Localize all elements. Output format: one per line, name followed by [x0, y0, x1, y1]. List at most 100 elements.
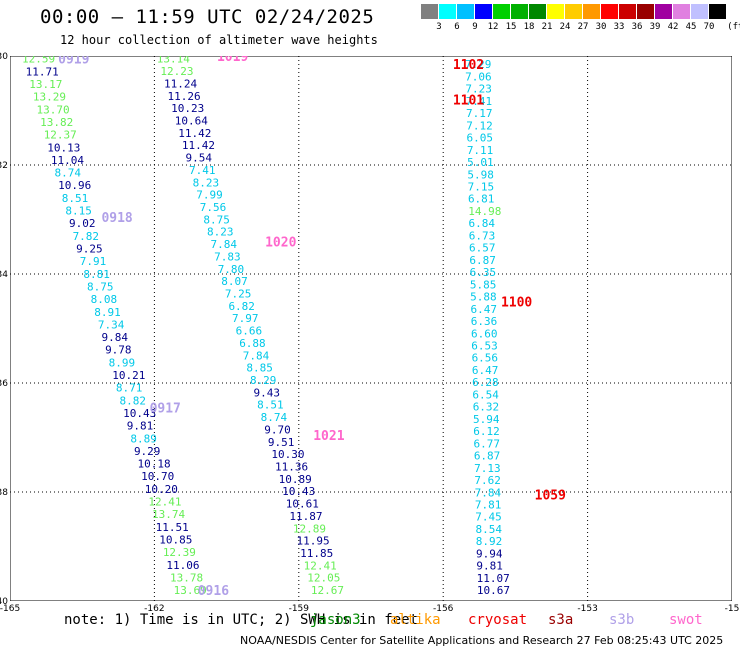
legend-swatch	[475, 4, 492, 19]
pass-label: 1021	[313, 429, 344, 444]
wave-height-value: 6.73	[469, 229, 496, 242]
legend-swatch	[439, 4, 456, 19]
wave-height-value: 8.85	[246, 362, 273, 375]
wave-height-value: 10.23	[171, 102, 204, 115]
legend-swatch-label: 45	[685, 22, 697, 32]
pass-label: 0916	[198, 584, 229, 599]
wave-height-value: 8.92	[476, 535, 503, 548]
map-grid	[10, 56, 732, 601]
wave-height-value: 6.60	[471, 327, 498, 340]
wave-height-value: 6.54	[472, 388, 499, 401]
legend-swatch-label: 70	[703, 22, 715, 32]
legend-swatch-label: 21	[541, 22, 553, 32]
legend-swatch-label: 18	[523, 22, 535, 32]
wave-height-value: 9.43	[254, 386, 281, 399]
wave-height-value: 6.87	[474, 450, 501, 463]
wave-height-value: 8.81	[83, 268, 110, 281]
wave-height-value: 7.34	[98, 318, 125, 331]
wave-height-value: 8.07	[221, 275, 248, 288]
wave-height-value: 12.59	[22, 56, 55, 66]
wave-height-value: 11.71	[26, 65, 59, 78]
x-tick-label: -153	[577, 604, 597, 614]
satellite-label-s3a: s3a	[548, 612, 574, 628]
track-1102-1059: 7.297.067.237.417.177.126.057.115.015.98…	[465, 58, 510, 597]
wave-height-value: 8.15	[65, 205, 92, 218]
wave-height-value: 6.05	[467, 132, 494, 145]
wave-height-value: 9.94	[476, 547, 503, 560]
wave-height-value: 13.69	[174, 584, 207, 597]
legend-swatch	[637, 4, 654, 19]
legend-swatch-label: 39	[649, 22, 661, 32]
legend-swatch-label: 24	[559, 22, 571, 32]
wave-height-value: 8.29	[250, 374, 277, 387]
wave-height-value: 13.82	[40, 116, 73, 129]
wave-height-value: 10.13	[47, 141, 80, 154]
wave-height-value: 7.13	[474, 462, 501, 475]
wave-height-value: 13.74	[152, 508, 185, 521]
pass-label: 1101	[453, 94, 484, 109]
wave-height-value: 11.06	[166, 559, 199, 572]
satellite-label-s3b: s3b	[609, 612, 635, 628]
pass-label: 1020	[265, 235, 296, 250]
wave-height-value: 7.83	[214, 250, 241, 263]
legend-swatch-label: 15	[505, 22, 517, 32]
satellite-label-altika: altika	[390, 612, 441, 628]
wave-height-value: 9.70	[264, 423, 291, 436]
wave-height-value: 10.67	[477, 584, 510, 597]
wave-height-value: 7.11	[467, 144, 494, 157]
y-tick-label: -32	[0, 161, 8, 171]
pass-labels: 0919 0918 0917 0916 1019 1020 1021 1102 1101 1100…	[58, 56, 566, 599]
wave-height-value: 10.20	[145, 483, 178, 496]
legend-swatch	[619, 4, 636, 19]
legend-swatch	[673, 4, 690, 19]
wave-height-value: 11.85	[300, 547, 333, 560]
wave-height-value: 8.74	[261, 411, 288, 424]
wave-height-value: 6.84	[468, 217, 495, 230]
wave-height-value: 11.04	[51, 154, 84, 167]
wave-height-value: 5.85	[470, 278, 497, 291]
legend-swatch-label: 42	[667, 22, 679, 32]
wave-height-value: 8.99	[109, 356, 136, 369]
legend-swatch	[547, 4, 564, 19]
wave-height-value: 7.56	[200, 201, 227, 214]
wave-height-value: 9.51	[268, 436, 295, 449]
legend-swatch	[529, 4, 546, 19]
wave-height-value: 13.17	[29, 78, 62, 91]
pass-label: 0918	[101, 211, 132, 226]
track-1019-1021: 13.1412.2311.2411.2610.2310.6411.4211.42…	[157, 56, 344, 597]
legend-swatch-label: 36	[631, 22, 643, 32]
wave-height-value: 7.12	[466, 119, 493, 132]
wave-height-value: 7.41	[466, 95, 493, 108]
wave-height-value: 6.56	[472, 352, 499, 365]
wave-height-value: 8.91	[94, 306, 121, 319]
wave-height-value: 7.84	[243, 349, 270, 362]
credit-line: NOAA/NESDIS Center for Satellite Applica…	[240, 634, 724, 647]
wave-height-value: 7.84	[211, 238, 238, 251]
legend-swatch-label: 33	[613, 22, 625, 32]
legend-swatch-label: 3	[436, 22, 442, 32]
wave-height-value: 12.41	[304, 559, 337, 572]
y-tick-label: -38	[0, 488, 8, 498]
wave-height-value: 6.77	[474, 437, 501, 450]
wave-height-value: 9.81	[476, 560, 503, 573]
wave-height-value: 8.08	[91, 293, 118, 306]
wave-height-value: 11.36	[275, 461, 308, 474]
wave-height-value: 7.84	[475, 486, 502, 499]
wave-height-value: 10.85	[159, 533, 192, 546]
wave-height-value: 6.47	[470, 303, 497, 316]
footnote: note: 1) Time is in UTC; 2) SWH is in fe…	[64, 612, 419, 628]
wave-height-value: 12.89	[293, 522, 326, 535]
wave-height-value: 10.18	[138, 458, 171, 471]
wave-height-value: 7.41	[189, 164, 216, 177]
wave-height-value: 7.62	[474, 474, 501, 487]
legend-swatch	[421, 4, 438, 19]
legend-swatch	[691, 4, 708, 19]
legend-unit: (ft)	[727, 22, 740, 32]
pass-label: 1100	[501, 295, 532, 310]
satellite-label-swot: swot	[669, 612, 703, 628]
pass-label: 1019	[217, 56, 248, 65]
legend-swatch-label: 12	[487, 22, 499, 32]
wave-height-value: 8.75	[87, 280, 114, 293]
wave-height-value: 10.43	[123, 407, 156, 420]
x-tick-label: -15	[725, 604, 740, 614]
